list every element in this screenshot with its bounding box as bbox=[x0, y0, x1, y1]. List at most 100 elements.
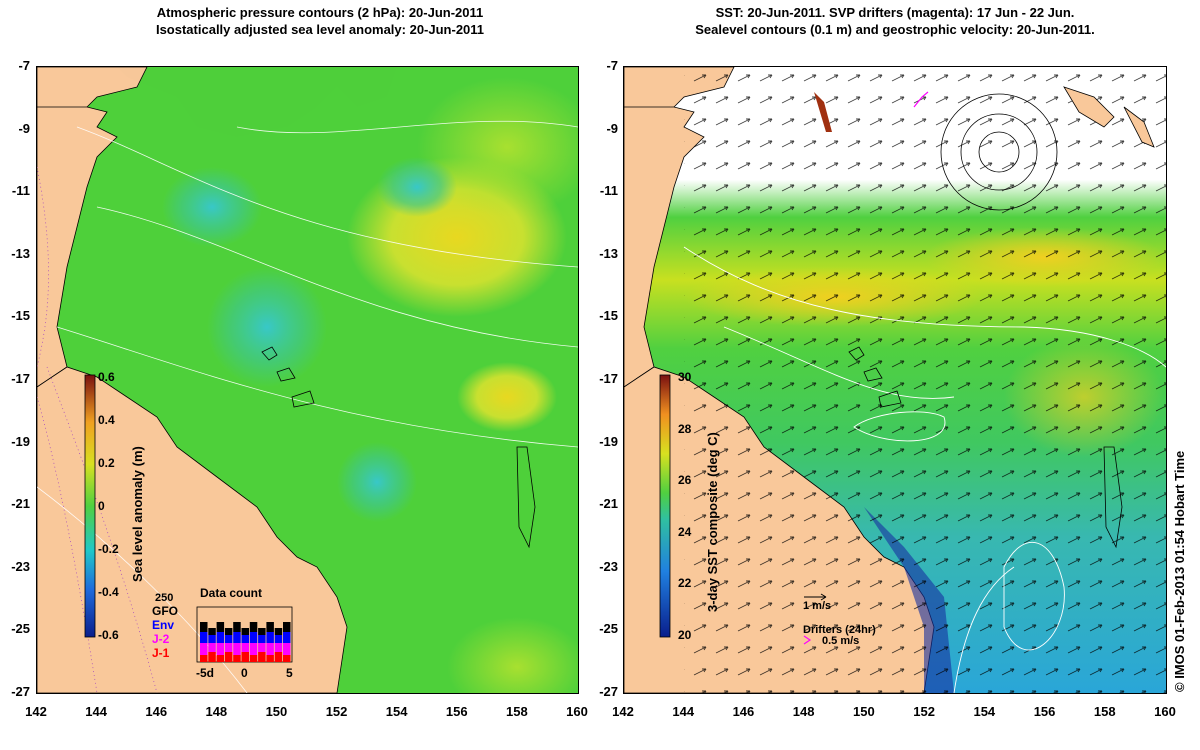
y-tick-label: -21 bbox=[599, 496, 618, 512]
data-count-bar-segment bbox=[233, 655, 241, 662]
data-count-bar-segment bbox=[224, 652, 233, 662]
colorbar-tick-label: 26 bbox=[678, 473, 692, 488]
y-tick-label: -15 bbox=[599, 308, 618, 324]
data-count-bar-segment bbox=[274, 628, 283, 635]
data-count-bar-segment bbox=[258, 652, 266, 662]
x-tick-label: 150 bbox=[265, 704, 288, 719]
data-count-legend-item: Env bbox=[152, 618, 175, 632]
y-tick-label: -11 bbox=[11, 183, 30, 199]
anomaly-region bbox=[457, 362, 557, 432]
data-count-bar-segment bbox=[249, 622, 258, 632]
drifters-scale-label: 0.5 m/s bbox=[822, 635, 860, 647]
low-anomaly-region bbox=[162, 167, 262, 247]
data-count-legend-item: J-1 bbox=[152, 646, 170, 660]
sea-level-map-graphic bbox=[37, 67, 578, 693]
eddy-circulation bbox=[940, 93, 1058, 211]
right-map-title: SST: 20-Jun-2011. SVP drifters (magenta)… bbox=[615, 4, 1175, 38]
colorbar-tick-label: 30 bbox=[678, 370, 692, 384]
x-tick-label: 154 bbox=[385, 704, 408, 719]
y-tick-label: -23 bbox=[599, 558, 618, 574]
data-count-bar-segment bbox=[249, 632, 258, 643]
y-tick-label: -13 bbox=[599, 245, 618, 261]
data-count-bar-segment bbox=[241, 652, 249, 662]
data-count-bar-segment bbox=[241, 643, 249, 652]
data-count-x-tick: 0 bbox=[241, 666, 248, 680]
data-count-bar-segment bbox=[241, 635, 249, 643]
sst-colorbar bbox=[659, 374, 671, 638]
data-count-legend-item: GFO bbox=[152, 604, 178, 618]
x-tick-label: 144 bbox=[85, 704, 107, 719]
y-tick-label: -27 bbox=[599, 684, 618, 699]
data-count-bar-segment bbox=[200, 643, 208, 655]
colorbar-tick-label: -0.4 bbox=[98, 585, 119, 599]
data-count-bar-segment bbox=[216, 655, 225, 662]
geostrophic-velocity-arrows bbox=[684, 67, 1166, 693]
colorbar-tick-label: 0.6 bbox=[98, 370, 115, 384]
x-tick-label: 150 bbox=[853, 704, 875, 719]
anomaly-region bbox=[447, 617, 578, 693]
sea-level-anomaly-map bbox=[36, 66, 579, 694]
x-tick-label: 156 bbox=[445, 704, 468, 719]
y-tick-label: -23 bbox=[11, 558, 30, 574]
data-count-bar-segment bbox=[258, 643, 266, 652]
velocity-scale-arrow bbox=[804, 593, 827, 601]
data-count-scale: 250 bbox=[155, 592, 174, 604]
data-count-bar-segment bbox=[224, 628, 233, 635]
x-tick-label: 156 bbox=[1033, 704, 1056, 719]
data-count-bar-segment bbox=[241, 628, 249, 635]
colorbar-tick-label: 20 bbox=[678, 628, 692, 642]
data-count-bar-segment bbox=[208, 635, 216, 643]
y-tick-label: -27 bbox=[11, 684, 30, 699]
drifters-label: Drifters (24hr) bbox=[803, 624, 876, 636]
sst-colorbar-label: 3-day SST composite (deg C) bbox=[705, 432, 720, 612]
velocity-scale-label: 1 m/s bbox=[803, 600, 832, 612]
x-tick-label: 158 bbox=[1093, 704, 1116, 719]
y-tick-label: -25 bbox=[11, 621, 30, 637]
left-title-line2: Isostatically adjusted sea level anomaly… bbox=[155, 22, 485, 37]
data-count-bar-segment bbox=[216, 622, 225, 632]
warm-land-patch bbox=[814, 92, 832, 132]
data-count-bar-segment bbox=[266, 622, 274, 632]
y-tick-label: -19 bbox=[11, 433, 30, 449]
data-count-bar-segment bbox=[216, 643, 225, 655]
data-count-bar-segment bbox=[224, 643, 233, 652]
data-count-bar-segment bbox=[208, 628, 216, 635]
y-tick-label: -17 bbox=[11, 371, 30, 386]
y-tick-label: -21 bbox=[11, 496, 30, 512]
x-tick-label: 152 bbox=[325, 704, 348, 719]
reef-island bbox=[516, 446, 536, 549]
data-count-bar-segment bbox=[274, 643, 283, 652]
imos-credit: © IMOS 01-Feb-2013 01:54 Hobart Time bbox=[1172, 450, 1187, 692]
right-title-line2: Sealevel contours (0.1 m) and geostrophi… bbox=[695, 22, 1095, 37]
data-count-bar-segment bbox=[200, 655, 208, 662]
colorbar-tick-label: -0.2 bbox=[98, 542, 119, 556]
data-count-bar-segment bbox=[283, 655, 291, 662]
x-tick-label: 142 bbox=[612, 704, 634, 719]
x-tick-label: 154 bbox=[973, 704, 996, 719]
data-count-bar-segment bbox=[200, 632, 208, 643]
data-count-legend-item: J-2 bbox=[152, 632, 170, 646]
x-tick-label: 146 bbox=[145, 704, 168, 719]
colorbar-tick-label: 28 bbox=[678, 421, 692, 436]
y-tick-label: -19 bbox=[599, 433, 618, 449]
data-count-bar-segment bbox=[208, 643, 216, 652]
left-title-line1: Atmospheric pressure contours (2 hPa): 2… bbox=[156, 5, 484, 20]
left-map-title: Atmospheric pressure contours (2 hPa): 2… bbox=[60, 4, 580, 38]
data-count-title: Data count bbox=[200, 586, 263, 600]
low-anomaly-region bbox=[377, 157, 457, 217]
colorbar-tick-label: -0.6 bbox=[98, 628, 119, 642]
colorbar-tick-label: 0.4 bbox=[98, 413, 115, 427]
data-count-bar-segment bbox=[233, 632, 241, 643]
land-queensland-coast bbox=[37, 366, 348, 693]
y-tick-label: -17 bbox=[599, 371, 618, 386]
data-count-bar-segment bbox=[249, 655, 258, 662]
anomaly-region bbox=[417, 77, 578, 217]
sla-colorbar bbox=[84, 374, 96, 638]
data-count-bar-segment bbox=[283, 622, 291, 632]
x-tick-label: 144 bbox=[672, 704, 695, 719]
x-tick-label: 158 bbox=[506, 704, 528, 719]
sea-level-contours bbox=[683, 246, 1166, 693]
x-tick-label: 160 bbox=[566, 704, 588, 719]
y-tick-label: -13 bbox=[11, 245, 30, 261]
colorbar-gradient bbox=[659, 374, 671, 638]
